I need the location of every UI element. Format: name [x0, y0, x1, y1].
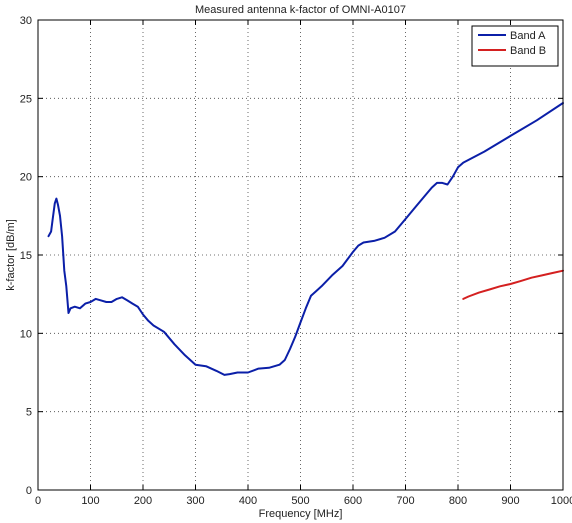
y-tick-label: 0: [26, 485, 32, 497]
legend: Band A Band B: [471, 25, 559, 67]
x-axis-title: Frequency [MHz]: [259, 508, 343, 520]
y-tick-label: 10: [20, 328, 32, 340]
x-tick-label: 200: [134, 495, 152, 507]
y-tick-label: 25: [20, 93, 32, 105]
series-line-band-b: [462, 269, 564, 300]
x-tick-label: 500: [291, 495, 309, 507]
x-tick-label: 100: [81, 495, 99, 507]
legend-label: Band B: [510, 45, 546, 57]
legend-box: [471, 25, 559, 67]
x-tick-label: 600: [344, 495, 362, 507]
y-tick-label: 20: [20, 172, 32, 184]
x-tick-label: 300: [186, 495, 204, 507]
plot-area: [38, 20, 563, 490]
x-tick-label: 700: [396, 495, 414, 507]
y-tick-label: 15: [20, 250, 32, 262]
series-layer: [47, 102, 564, 376]
series-line-band-a: [47, 102, 564, 376]
y-axis-title: k-factor [dB/m]: [5, 219, 17, 291]
x-tick-label: 900: [501, 495, 519, 507]
x-tick-label: 800: [449, 495, 467, 507]
y-tick-label: 30: [20, 15, 32, 27]
x-tick-label: 400: [239, 495, 257, 507]
x-tick-label: 0: [35, 495, 41, 507]
legend-label: Band A: [510, 30, 546, 42]
chart-title: Measured antenna k-factor of OMNI-A0107: [195, 4, 406, 16]
y-tick-label: 5: [26, 407, 32, 419]
